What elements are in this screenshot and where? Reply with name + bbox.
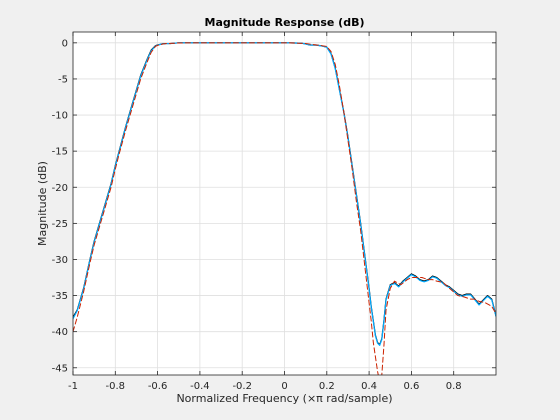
x-tick-label: 0 — [281, 381, 287, 392]
y-tick-label: -10 — [52, 111, 68, 122]
y-tick-label: -25 — [52, 219, 68, 230]
x-tick-label: 0.2 — [319, 381, 335, 392]
x-tick-label: -1 — [68, 381, 78, 392]
y-axis-label: Magnitude (dB) — [36, 161, 49, 246]
y-tick-label: 0 — [62, 38, 68, 49]
series-layer — [73, 42, 496, 375]
x-tick-label: 0.8 — [446, 381, 462, 392]
y-tick-label: -40 — [52, 327, 68, 338]
x-axis-label: Normalized Frequency (×π rad/sample) — [176, 392, 392, 405]
x-tick-label: -0.2 — [232, 381, 252, 392]
x-tick-label: -0.8 — [106, 381, 126, 392]
x-tick-label: -0.6 — [148, 381, 168, 392]
series-line-1 — [73, 42, 496, 346]
series-line-2 — [73, 42, 496, 375]
y-tick-label: -20 — [52, 183, 68, 194]
y-tick-label: -35 — [52, 291, 68, 302]
y-tick-label: -30 — [52, 255, 68, 266]
grid — [72, 32, 496, 375]
y-tick-label: -15 — [52, 147, 68, 158]
x-tick-label: -0.4 — [190, 381, 210, 392]
ticks: -1 -0.8 -0.6 -0.4 -0.2 0 0.2 0.4 0.6 0.8 0 -5 -10 -15… — [52, 32, 496, 392]
y-tick-label: -45 — [52, 363, 68, 374]
chart-title: Magnitude Response (dB) — [205, 16, 365, 29]
y-tick-label: -5 — [58, 74, 68, 85]
x-tick-label: 0.6 — [403, 381, 419, 392]
x-tick-label: 0.4 — [361, 381, 377, 392]
